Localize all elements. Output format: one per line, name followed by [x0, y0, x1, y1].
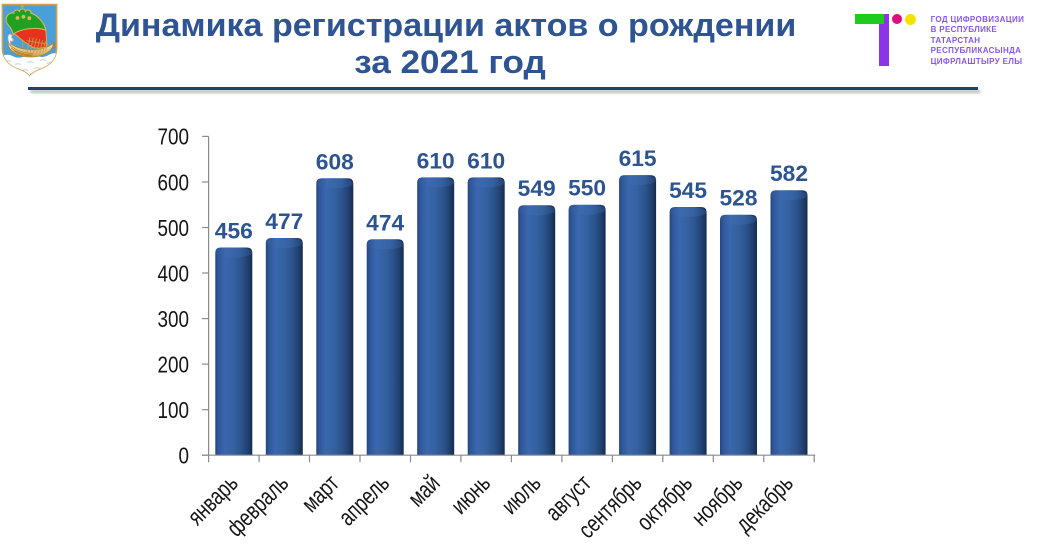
- svg-text:550: 550: [568, 176, 606, 201]
- svg-text:477: 477: [265, 209, 303, 234]
- svg-text:400: 400: [158, 260, 190, 286]
- svg-text:декабрь: декабрь: [731, 470, 799, 538]
- svg-text:545: 545: [669, 178, 707, 203]
- svg-text:700: 700: [158, 124, 190, 150]
- svg-text:615: 615: [619, 146, 657, 171]
- svg-text:600: 600: [158, 169, 190, 195]
- svg-text:582: 582: [770, 161, 808, 186]
- svg-text:456: 456: [215, 219, 253, 244]
- svg-text:июль: июль: [497, 470, 547, 520]
- svg-text:610: 610: [417, 148, 455, 173]
- svg-text:100: 100: [158, 397, 190, 423]
- svg-text:апрель: апрель: [333, 470, 394, 531]
- svg-text:октябрь: октябрь: [632, 470, 698, 536]
- svg-text:610: 610: [467, 148, 505, 173]
- svg-text:608: 608: [316, 149, 354, 174]
- svg-text:0: 0: [179, 443, 190, 469]
- svg-text:июнь: июнь: [446, 470, 496, 520]
- svg-text:500: 500: [158, 215, 190, 241]
- svg-text:200: 200: [158, 351, 190, 377]
- svg-text:474: 474: [366, 210, 404, 235]
- svg-text:май: май: [403, 470, 445, 512]
- svg-text:300: 300: [158, 306, 190, 332]
- svg-text:549: 549: [518, 176, 556, 201]
- svg-text:528: 528: [720, 186, 758, 211]
